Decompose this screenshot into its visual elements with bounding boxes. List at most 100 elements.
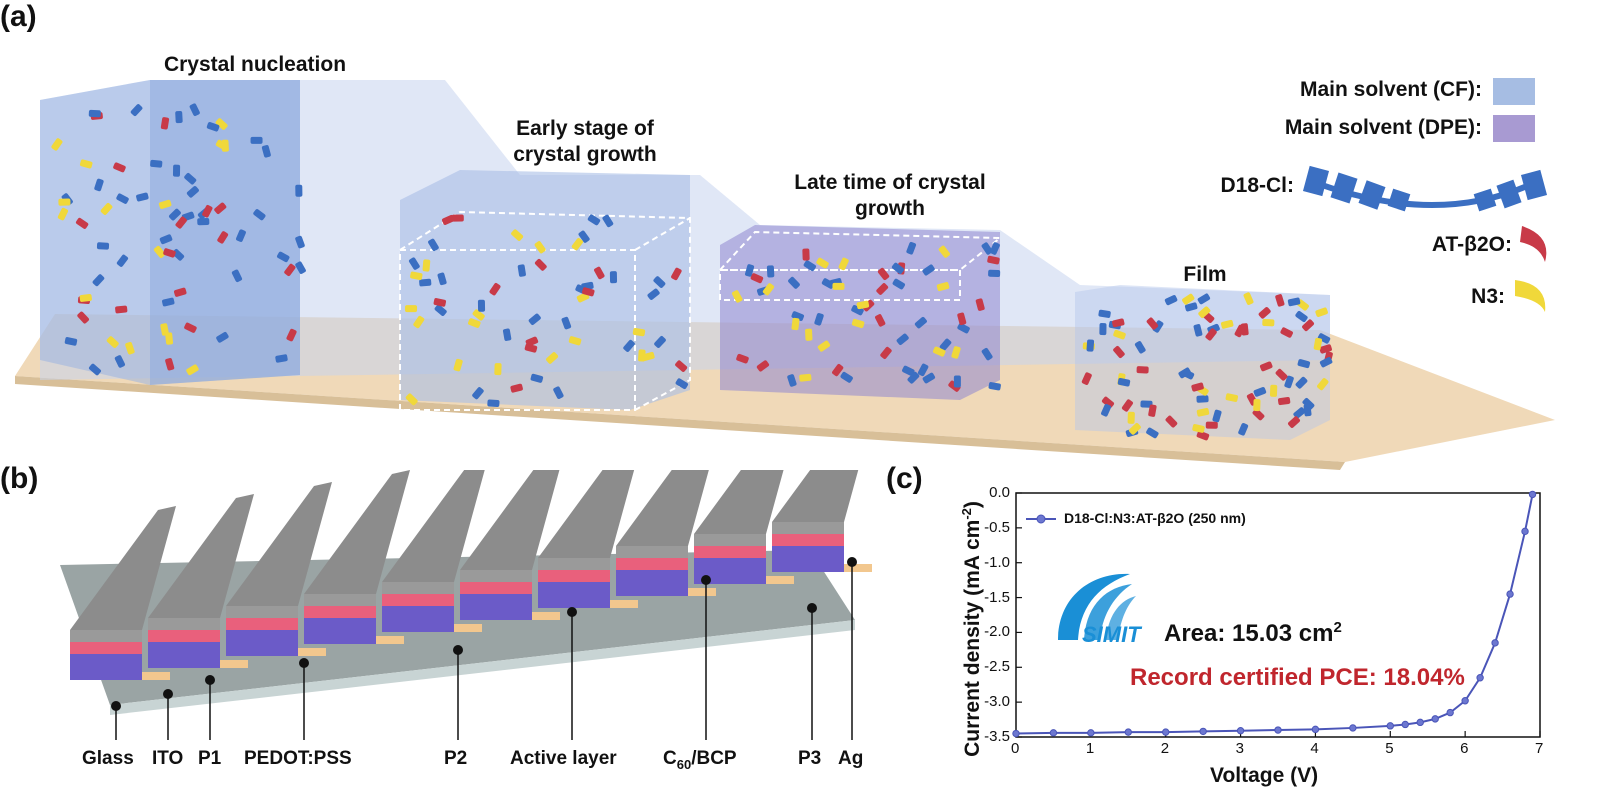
molecule bbox=[77, 311, 89, 324]
layer-label-p3: P3 bbox=[798, 748, 822, 769]
molecule bbox=[571, 238, 583, 251]
molecule bbox=[1319, 357, 1333, 368]
molecule bbox=[896, 333, 909, 345]
molecule bbox=[1315, 307, 1328, 317]
data-point bbox=[1386, 722, 1394, 730]
molecule bbox=[419, 278, 432, 287]
molecule bbox=[250, 136, 263, 144]
molecule bbox=[524, 343, 538, 353]
molecule bbox=[64, 337, 78, 346]
molecule bbox=[1165, 415, 1178, 428]
molecule bbox=[1212, 409, 1222, 423]
molecule bbox=[261, 145, 271, 158]
marker-dot bbox=[807, 603, 817, 613]
molecule bbox=[165, 357, 175, 371]
marker-dot bbox=[847, 557, 857, 567]
molecule bbox=[932, 346, 946, 357]
molecule bbox=[1258, 307, 1271, 319]
molecule bbox=[1284, 375, 1294, 389]
molecule bbox=[100, 202, 113, 215]
series-legend-label: D18-Cl:N3:AT-β2O (250 nm) bbox=[1064, 510, 1246, 526]
molecule bbox=[1146, 317, 1159, 330]
molecule bbox=[115, 305, 128, 314]
molecule bbox=[814, 313, 824, 326]
molecule bbox=[477, 299, 486, 312]
molecule bbox=[917, 363, 929, 377]
molecule bbox=[803, 260, 817, 272]
data-point bbox=[1446, 708, 1454, 717]
layer-label-ag: Ag bbox=[838, 748, 864, 769]
molecule bbox=[936, 282, 950, 292]
molecule bbox=[88, 363, 101, 376]
data-point bbox=[1311, 725, 1320, 734]
device-stripe bbox=[538, 470, 638, 608]
molecule bbox=[410, 271, 423, 281]
molecule bbox=[568, 336, 582, 346]
y-tick-label: -1.0 bbox=[984, 553, 1010, 571]
molecule bbox=[1253, 387, 1267, 397]
molecule bbox=[953, 375, 961, 388]
molecule bbox=[906, 241, 917, 255]
molecule bbox=[434, 304, 447, 316]
molecule bbox=[546, 352, 559, 364]
molecule bbox=[1136, 366, 1149, 374]
legend-dpe-label: Main solvent (DPE): bbox=[1284, 116, 1482, 139]
molecule bbox=[236, 229, 246, 242]
molecule bbox=[1252, 408, 1265, 421]
molecule bbox=[1099, 323, 1107, 336]
simit-logo-text: SIMIT bbox=[1082, 622, 1141, 647]
molecule bbox=[1086, 339, 1095, 352]
molecule bbox=[642, 351, 655, 362]
molecule bbox=[51, 138, 63, 151]
layer-label-p1: P1 bbox=[198, 748, 222, 769]
molecule bbox=[1302, 319, 1315, 332]
molecule bbox=[1134, 341, 1146, 354]
data-point bbox=[1236, 727, 1245, 735]
molecule bbox=[217, 231, 229, 244]
molecule bbox=[58, 198, 71, 206]
molecule bbox=[988, 382, 1001, 391]
molecule bbox=[840, 371, 853, 383]
molecule bbox=[880, 346, 892, 359]
data-point bbox=[1476, 674, 1484, 682]
molecule bbox=[472, 309, 485, 321]
molecule bbox=[114, 355, 125, 368]
molecule bbox=[750, 273, 764, 284]
pce-annotation: Record certified PCE: 18.04% bbox=[1130, 664, 1465, 691]
molecule bbox=[914, 316, 927, 329]
data-point bbox=[1431, 715, 1439, 723]
molecule bbox=[92, 274, 105, 287]
molecule bbox=[295, 261, 306, 274]
molecule bbox=[1275, 368, 1288, 381]
molecule bbox=[816, 257, 829, 269]
molecule bbox=[851, 318, 865, 329]
d18-chain-icon bbox=[1302, 165, 1548, 212]
molecule bbox=[253, 209, 266, 221]
x-tick-label: 2 bbox=[1160, 740, 1170, 757]
data-point bbox=[1199, 727, 1207, 736]
device-stripe bbox=[772, 470, 872, 572]
molecule bbox=[1196, 430, 1210, 441]
data-point bbox=[1491, 639, 1499, 647]
molecule bbox=[136, 192, 149, 202]
molecule bbox=[158, 199, 172, 209]
molecule bbox=[530, 373, 544, 383]
layer-markers bbox=[111, 557, 857, 740]
molecule bbox=[1081, 372, 1092, 385]
y-tick-label: -2.0 bbox=[984, 623, 1010, 641]
molecule bbox=[602, 214, 614, 228]
molecule bbox=[494, 363, 502, 376]
molecule bbox=[1112, 318, 1125, 328]
layer-label-pedot: PEDOT:PSS bbox=[244, 748, 352, 769]
molecule bbox=[907, 371, 920, 384]
molecule bbox=[172, 164, 181, 177]
molecule bbox=[96, 242, 110, 250]
plot-frame bbox=[1015, 492, 1541, 738]
film-label: Film bbox=[1183, 263, 1227, 286]
legend-marker bbox=[1036, 514, 1046, 524]
molecule bbox=[468, 318, 481, 328]
device-stripe bbox=[616, 470, 716, 596]
molecule bbox=[215, 139, 229, 151]
molecule bbox=[1198, 306, 1211, 318]
